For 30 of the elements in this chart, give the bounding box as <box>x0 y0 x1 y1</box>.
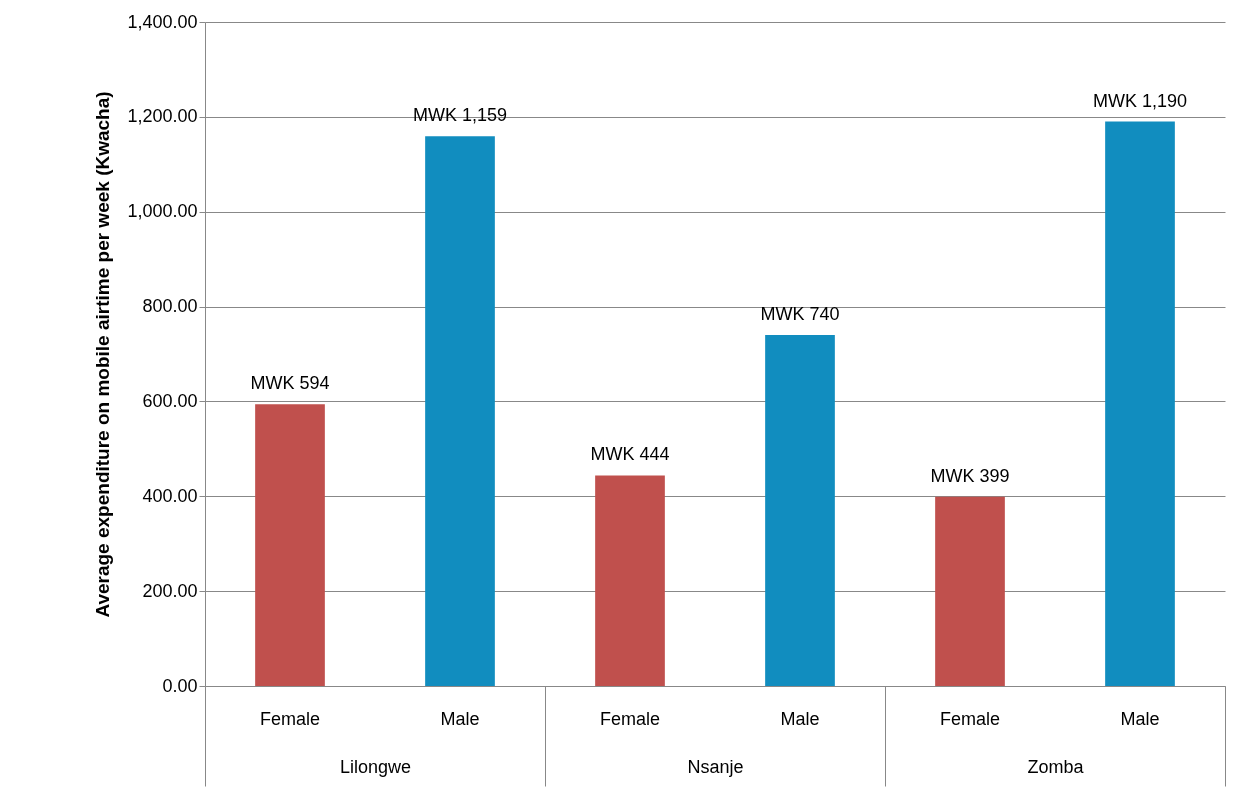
bar <box>255 404 325 686</box>
text: Male <box>1120 709 1160 729</box>
x-tick-label: Lilongwe <box>339 756 412 777</box>
y-tick-label: 800.00 <box>142 296 198 317</box>
data-label: MWK 399 <box>930 465 1010 486</box>
y-tick-label: 200.00 <box>142 580 198 601</box>
y-tick-label: 1,200.00 <box>127 106 198 127</box>
bar <box>425 136 495 686</box>
y-tick-label: 0.00 <box>162 675 198 696</box>
bar <box>765 335 835 686</box>
series-label: Male <box>440 709 480 729</box>
y-tick-label: 600.00 <box>142 390 198 411</box>
y-tick-label: 1,400.00 <box>127 11 198 32</box>
x-tick-label: Nsanje <box>687 756 744 777</box>
text: Female <box>939 709 1001 729</box>
x-tick-label: Zomba <box>1027 756 1085 777</box>
text: Female <box>599 709 661 729</box>
bar <box>1105 121 1175 686</box>
data-label: MWK 444 <box>590 444 670 465</box>
y-tick-label: 400.00 <box>142 485 198 506</box>
series-label: Female <box>259 709 321 729</box>
data-label: MWK 1,190 <box>1092 90 1188 111</box>
y-tick-label: 1,000.00 <box>127 201 198 222</box>
data-label: MWK 594 <box>250 373 330 394</box>
bar <box>595 475 665 686</box>
data-label: MWK 740 <box>760 304 840 325</box>
y-axis-title: Average expenditure on mobile airtime per week (Kwacha) <box>92 91 114 618</box>
bar <box>935 496 1005 686</box>
data-label: MWK 1,159 <box>412 105 508 126</box>
text: Male <box>780 709 820 729</box>
